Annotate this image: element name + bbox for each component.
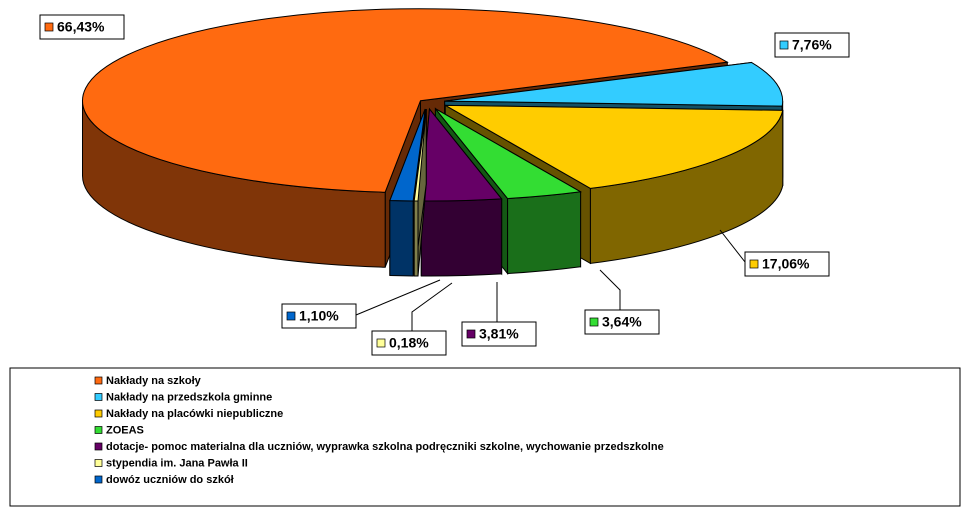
data-label: 0,18% <box>389 335 429 351</box>
legend-label: Nakłady na przedszkola gminne <box>106 391 272 403</box>
legend-label: dotacje- pomoc materialna dla uczniów, w… <box>106 441 664 453</box>
slice-wall <box>413 200 419 277</box>
label-swatch <box>286 311 296 321</box>
legend-label: dowóz uczniów do szkół <box>106 474 234 486</box>
label-swatch <box>749 259 759 269</box>
leader-line <box>599 269 621 310</box>
leader-line <box>355 279 441 316</box>
slice-wall <box>420 198 503 277</box>
slice-top <box>444 61 784 107</box>
legend-label: stypendia im. Jana Pawła II <box>106 457 248 469</box>
slice-wall <box>507 191 582 275</box>
label-swatch <box>44 22 54 32</box>
pie-slice <box>420 107 503 277</box>
data-label: 66,43% <box>57 19 105 35</box>
legend-swatch <box>94 409 103 418</box>
label-swatch <box>589 317 599 327</box>
slice-top <box>413 109 427 202</box>
label-box <box>744 251 830 277</box>
label-swatch <box>779 40 789 50</box>
legend-label: Nakłady na szkoły <box>106 375 202 387</box>
legend-swatch <box>94 459 103 467</box>
slice-top <box>445 104 784 189</box>
data-label: 7,76% <box>792 37 832 53</box>
data-label: 17,06% <box>762 256 810 272</box>
slice-top <box>82 8 729 193</box>
legend-swatch <box>94 426 103 434</box>
leader-line <box>719 229 746 263</box>
slice-top <box>389 108 426 202</box>
data-label: 3,64% <box>602 314 642 330</box>
slice-top <box>435 108 583 200</box>
legend-swatch <box>94 475 103 484</box>
legend-swatch <box>94 393 103 401</box>
slice-wall <box>389 200 414 277</box>
label-box <box>39 14 125 40</box>
legend-box <box>9 367 961 507</box>
legend-swatch <box>94 376 103 385</box>
leader-line <box>411 282 453 331</box>
pie-slice <box>413 109 427 277</box>
data-label: 3,81% <box>479 326 519 342</box>
label-swatch <box>466 329 476 339</box>
data-label: 1,10% <box>299 308 339 324</box>
legend-label: ZOEAS <box>106 424 144 436</box>
legend-swatch <box>94 442 103 451</box>
label-swatch <box>376 338 386 348</box>
legend-label: Nakłady na placówki niepubliczne <box>106 408 283 420</box>
